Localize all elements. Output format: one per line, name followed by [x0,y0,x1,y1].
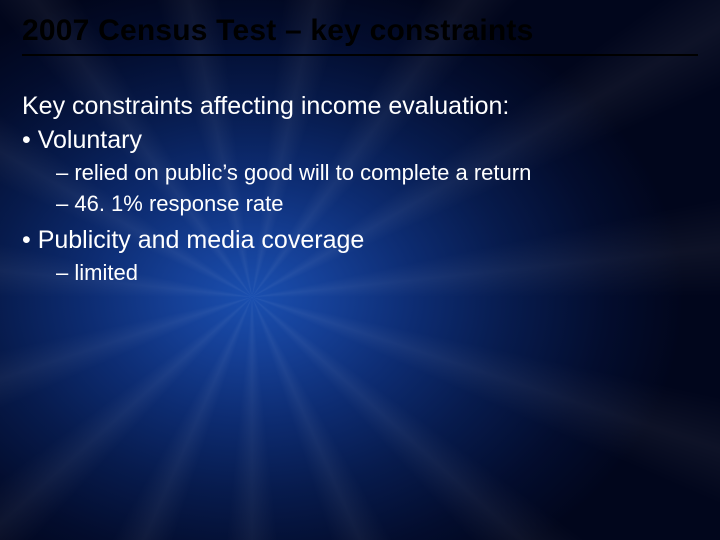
intro-text: Key constraints affecting income evaluat… [22,90,680,122]
sub-bullet: limited [22,258,680,287]
title-underline [22,54,698,56]
bullet-publicity: Publicity and media coverage [22,224,680,256]
slide-body: Key constraints affecting income evaluat… [22,90,680,289]
title-area: 2007 Census Test – key constraints [22,14,698,56]
sub-bullet: relied on public’s good will to complete… [22,158,680,187]
slide-title: 2007 Census Test – key constraints [22,14,698,54]
bullet-voluntary: Voluntary [22,124,680,156]
slide: 2007 Census Test – key constraints Key c… [0,0,720,540]
sub-bullet: 46. 1% response rate [22,189,680,218]
